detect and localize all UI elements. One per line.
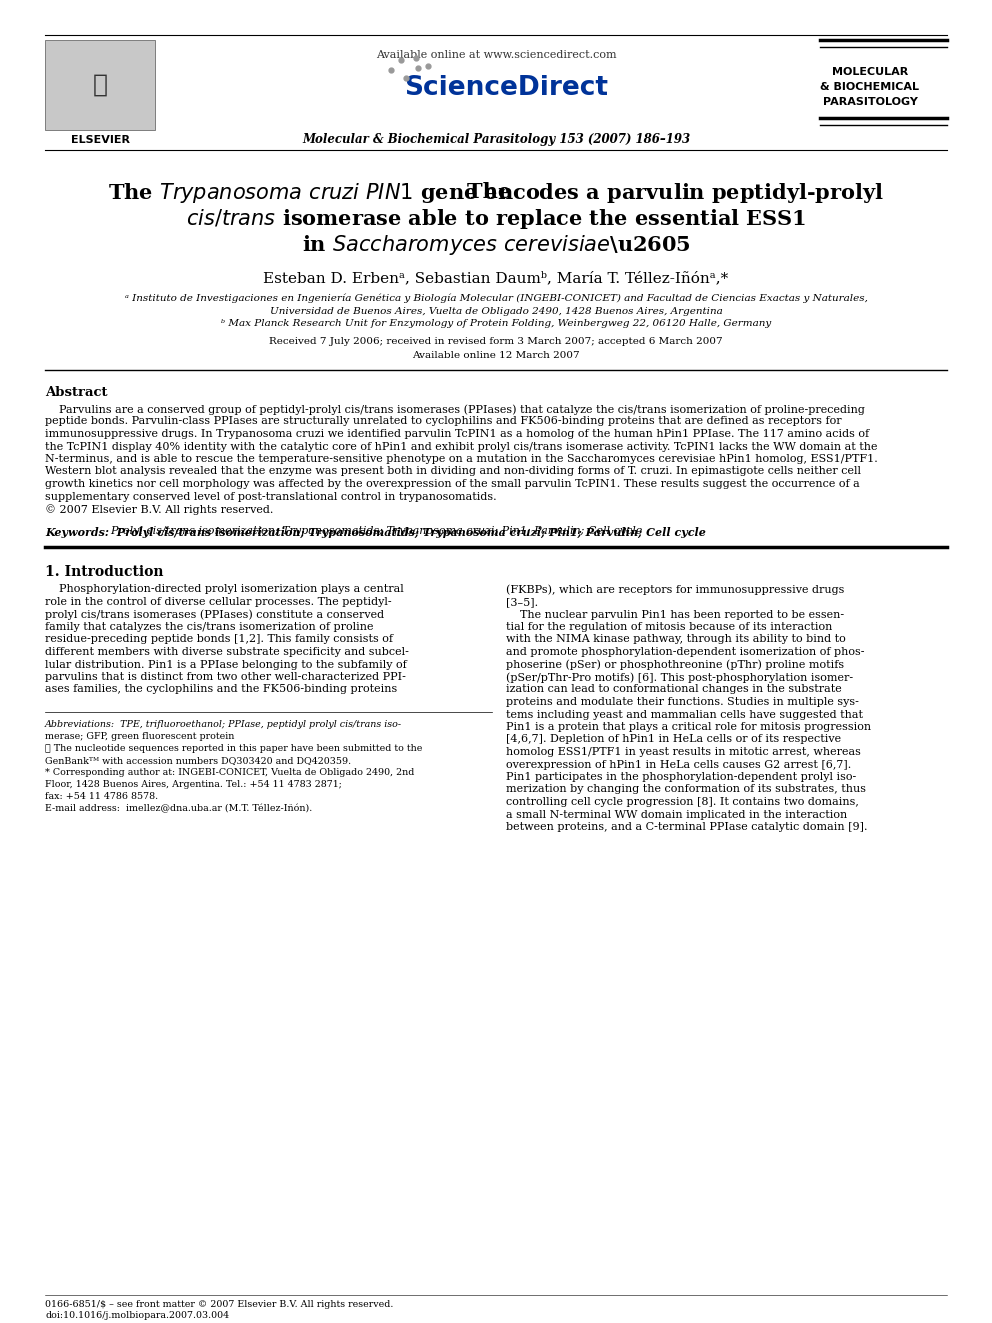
Text: [3–5].: [3–5]. — [506, 597, 538, 607]
Text: merization by changing the conformation of its substrates, thus: merization by changing the conformation … — [506, 785, 866, 795]
Text: controlling cell cycle progression [8]. It contains two domains,: controlling cell cycle progression [8]. … — [506, 796, 859, 807]
Text: fax: +54 11 4786 8578.: fax: +54 11 4786 8578. — [45, 792, 158, 800]
Text: The $\mathit{Trypanosoma\ cruzi\ PIN1}$ gene encodes a parvulin peptidyl-prolyl: The $\mathit{Trypanosoma\ cruzi\ PIN1}$ … — [108, 181, 884, 205]
Text: * Corresponding author at: INGEBI-CONICET, Vuelta de Obligado 2490, 2nd: * Corresponding author at: INGEBI-CONICE… — [45, 767, 415, 777]
Text: Prolyl cis/trans isomerization; Trypanosomatids; Trypanosoma cruzi; Pin1; Parvul: Prolyl cis/trans isomerization; Trypanos… — [110, 527, 643, 537]
Text: & BIOCHEMICAL: & BIOCHEMICAL — [820, 82, 920, 93]
Text: $\mathit{cis/trans}$ isomerase able to replace the essential ESS1: $\mathit{cis/trans}$ isomerase able to r… — [186, 206, 806, 232]
Text: with the NIMA kinase pathway, through its ability to bind to: with the NIMA kinase pathway, through it… — [506, 635, 846, 644]
Text: (FKBPs), which are receptors for immunosuppressive drugs: (FKBPs), which are receptors for immunos… — [506, 585, 844, 595]
Text: between proteins, and a C-terminal PPIase catalytic domain [9].: between proteins, and a C-terminal PPIas… — [506, 822, 867, 832]
Text: Available online at www.sciencedirect.com: Available online at www.sciencedirect.co… — [376, 50, 616, 60]
Text: overexpression of hPin1 in HeLa cells causes G2 arrest [6,7].: overexpression of hPin1 in HeLa cells ca… — [506, 759, 851, 770]
Text: Available online 12 March 2007: Available online 12 March 2007 — [413, 352, 579, 360]
Text: Universidad de Buenos Aires, Vuelta de Obligado 2490, 1428 Buenos Aires, Argenti: Universidad de Buenos Aires, Vuelta de O… — [270, 307, 722, 315]
Text: tial for the regulation of mitosis because of its interaction: tial for the regulation of mitosis becau… — [506, 622, 832, 632]
Text: ScienceDirect: ScienceDirect — [404, 75, 608, 101]
Text: family that catalyzes the cis/trans isomerization of proline: family that catalyzes the cis/trans isom… — [45, 622, 374, 632]
Text: (pSer/pThr-Pro motifs) [6]. This post-phosphorylation isomer-: (pSer/pThr-Pro motifs) [6]. This post-ph… — [506, 672, 853, 683]
Text: E-mail address:  imellez@dna.uba.ar (M.T. Téllez-Iñón).: E-mail address: imellez@dna.uba.ar (M.T.… — [45, 804, 312, 814]
Bar — [45, 40, 155, 130]
Text: supplementary conserved level of post-translational control in trypanosomatids.: supplementary conserved level of post-tr… — [45, 492, 497, 501]
Text: lular distribution. Pin1 is a PPIase belonging to the subfamily of: lular distribution. Pin1 is a PPIase bel… — [45, 659, 407, 669]
Text: The: The — [467, 183, 525, 202]
Text: ᵇ Max Planck Research Unit for Enzymology of Protein Folding, Weinbergweg 22, 06: ᵇ Max Planck Research Unit for Enzymolog… — [221, 319, 771, 328]
Text: ELSEVIER: ELSEVIER — [70, 135, 130, 146]
Text: tems including yeast and mammalian cells have suggested that: tems including yeast and mammalian cells… — [506, 709, 863, 720]
Text: peptide bonds. Parvulin-class PPIases are structurally unrelated to cyclophilins: peptide bonds. Parvulin-class PPIases ar… — [45, 417, 841, 426]
Text: parvulins that is distinct from two other well-characterized PPI-: parvulins that is distinct from two othe… — [45, 672, 406, 681]
Text: GenBankᵀᴹ with accession numbers DQ303420 and DQ420359.: GenBankᵀᴹ with accession numbers DQ30342… — [45, 755, 351, 765]
Text: The nuclear parvulin Pin1 has been reported to be essen-: The nuclear parvulin Pin1 has been repor… — [506, 610, 844, 619]
Text: in $\mathit{Saccharomyces\ cerevisiae}$\u2605: in $\mathit{Saccharomyces\ cerevisiae}$\… — [302, 233, 690, 257]
Text: proteins and modulate their functions. Studies in multiple sys-: proteins and modulate their functions. S… — [506, 697, 859, 706]
Text: homolog ESS1/PTF1 in yeast results in mitotic arrest, whereas: homolog ESS1/PTF1 in yeast results in mi… — [506, 747, 861, 757]
Text: Received 7 July 2006; received in revised form 3 March 2007; accepted 6 March 20: Received 7 July 2006; received in revise… — [269, 337, 723, 347]
Text: Abbreviations:  TPE, trifluoroethanol; PPIase, peptidyl prolyl cis/trans iso-: Abbreviations: TPE, trifluoroethanol; PP… — [45, 720, 402, 729]
Text: [4,6,7]. Depletion of hPin1 in HeLa cells or of its respective: [4,6,7]. Depletion of hPin1 in HeLa cell… — [506, 734, 841, 745]
Text: the TcPIN1 display 40% identity with the catalytic core of hPin1 and exhibit pro: the TcPIN1 display 40% identity with the… — [45, 442, 878, 451]
Text: ization can lead to conformational changes in the substrate: ization can lead to conformational chang… — [506, 684, 842, 695]
Text: Esteban D. Erbenᵃ, Sebastian Daumᵇ, María T. Téllez-Iñónᵃ,*: Esteban D. Erbenᵃ, Sebastian Daumᵇ, Marí… — [263, 271, 729, 284]
Text: Pin1 participates in the phosphorylation-dependent prolyl iso-: Pin1 participates in the phosphorylation… — [506, 773, 856, 782]
Text: prolyl cis/trans isomerases (PPIases) constitute a conserved: prolyl cis/trans isomerases (PPIases) co… — [45, 610, 384, 620]
Text: residue-preceding peptide bonds [1,2]. This family consists of: residue-preceding peptide bonds [1,2]. T… — [45, 635, 393, 644]
Text: role in the control of diverse cellular processes. The peptidyl-: role in the control of diverse cellular … — [45, 597, 392, 607]
Text: a small N-terminal WW domain implicated in the interaction: a small N-terminal WW domain implicated … — [506, 810, 847, 819]
Text: Abstract: Abstract — [45, 386, 107, 400]
Text: PARASITOLOGY: PARASITOLOGY — [822, 97, 918, 107]
Text: © 2007 Elsevier B.V. All rights reserved.: © 2007 Elsevier B.V. All rights reserved… — [45, 504, 274, 515]
Text: 🌳: 🌳 — [92, 73, 107, 97]
Text: Molecular & Biochemical Parasitology 153 (2007) 186–193: Molecular & Biochemical Parasitology 153… — [302, 134, 690, 147]
Text: growth kinetics nor cell morphology was affected by the overexpression of the sm: growth kinetics nor cell morphology was … — [45, 479, 860, 490]
Text: immunosuppressive drugs. In Trypanosoma cruzi we identified parvulin TcPIN1 as a: immunosuppressive drugs. In Trypanosoma … — [45, 429, 869, 439]
Text: ★ The nucleotide sequences reported in this paper have been submitted to the: ★ The nucleotide sequences reported in t… — [45, 744, 423, 753]
Text: MOLECULAR: MOLECULAR — [832, 67, 908, 77]
Text: 0166-6851/$ – see front matter © 2007 Elsevier B.V. All rights reserved.: 0166-6851/$ – see front matter © 2007 El… — [45, 1301, 394, 1308]
Text: doi:10.1016/j.molbiopara.2007.03.004: doi:10.1016/j.molbiopara.2007.03.004 — [45, 1311, 229, 1320]
Text: Pin1 is a protein that plays a critical role for mitosis progression: Pin1 is a protein that plays a critical … — [506, 722, 871, 732]
Text: Parvulins are a conserved group of peptidyl-prolyl cis/trans isomerases (PPIases: Parvulins are a conserved group of pepti… — [45, 404, 865, 414]
Text: and promote phosphorylation-dependent isomerization of phos-: and promote phosphorylation-dependent is… — [506, 647, 864, 658]
Text: phoserine (pSer) or phosphothreonine (pThr) proline motifs: phoserine (pSer) or phosphothreonine (pT… — [506, 659, 844, 669]
Text: ᵃ Instituto de Investigaciones en Ingeniería Genética y Biología Molecular (INGE: ᵃ Instituto de Investigaciones en Ingeni… — [125, 294, 867, 303]
Text: Keywords:  Prolyl cis/trans isomerization; Trypanosomatids; Trypanosoma cruzi; P: Keywords: Prolyl cis/trans isomerization… — [45, 527, 706, 537]
Text: Floor, 1428 Buenos Aires, Argentina. Tel.: +54 11 4783 2871;: Floor, 1428 Buenos Aires, Argentina. Tel… — [45, 781, 342, 789]
Text: 1. Introduction: 1. Introduction — [45, 565, 164, 578]
Text: Western blot analysis revealed that the enzyme was present both in dividing and : Western blot analysis revealed that the … — [45, 467, 861, 476]
Text: different members with diverse substrate specificity and subcel-: different members with diverse substrate… — [45, 647, 409, 658]
Text: N-terminus, and is able to rescue the temperature-sensitive phenotype on a mutat: N-terminus, and is able to rescue the te… — [45, 454, 878, 464]
Text: merase; GFP, green fluorescent protein: merase; GFP, green fluorescent protein — [45, 732, 234, 741]
Text: ases families, the cyclophilins and the FK506-binding proteins: ases families, the cyclophilins and the … — [45, 684, 397, 695]
Text: Phosphorylation-directed prolyl isomerization plays a central: Phosphorylation-directed prolyl isomeriz… — [45, 585, 404, 594]
